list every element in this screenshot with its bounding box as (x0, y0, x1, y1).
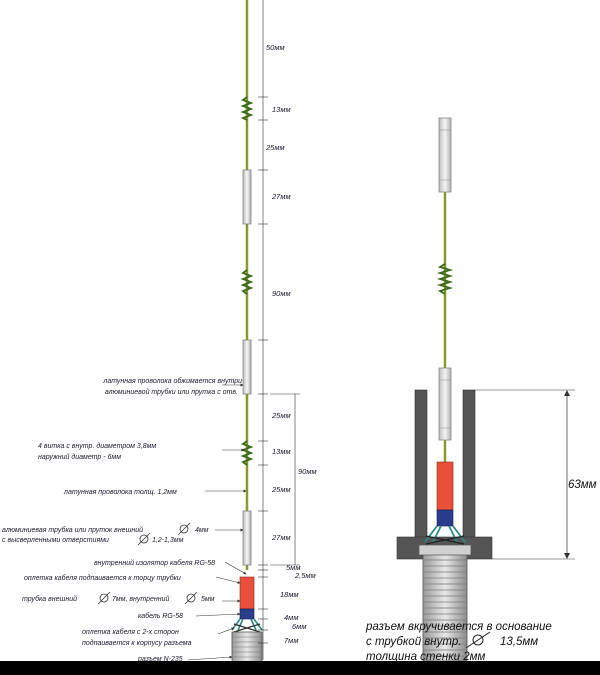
right-coil (436, 263, 454, 295)
dim-7mm: 7мм (284, 636, 298, 645)
note-brass-crimp-2: алюминиевой трубки или прутка с отв. (105, 388, 238, 396)
note-brass-thick: латунная проволока толщ. 1,2мм (63, 489, 177, 496)
left-antenna: 50мм 13мм 25мм 27мм 90мм 25мм 13мм 25мм … (2, 0, 317, 663)
note-tube-outer: трубка внешний (22, 595, 77, 603)
dim-5mm: 5мм (286, 563, 300, 572)
cable-red-sleeve (239, 576, 255, 610)
note-braid-2sides-2: подпаивается к корпусу разъема (82, 639, 192, 647)
note-coil-2: наружний диаметр - 6мм (38, 453, 121, 461)
aluminium-tube-middle (242, 339, 252, 395)
dim-6mm: 6мм (292, 622, 306, 631)
base-tube-right-wall (462, 389, 476, 541)
bottom-black-bar (0, 661, 600, 675)
caption-line-3: толщина стенки 2мм (366, 651, 486, 663)
right-cable-red (436, 461, 454, 511)
coil-upper (240, 96, 254, 121)
right-cable-blue (436, 509, 454, 527)
aluminium-tube-lower (242, 510, 252, 566)
dim-4mm: 4мм (284, 613, 298, 622)
note-alu-tube-2: с высверленными отверстиями (2, 537, 109, 544)
note-alu-tube-1: алюминиевая трубка или пруток внешний (2, 526, 143, 534)
note-braid-fit: оплетка кабеля подпаивается к торцу труб… (24, 574, 181, 582)
base-tube-left-wall (414, 389, 428, 541)
right-tube-top (438, 117, 452, 193)
dim-18mm: 18мм (280, 590, 299, 599)
dim-13mm-upper: 13мм (272, 105, 291, 114)
dimension-ticks (258, 96, 268, 644)
coil-lower (240, 440, 254, 466)
dim-25mm-2: 25мм (271, 411, 291, 420)
note-alu-tube-2b: 1,2-1,3мм (152, 537, 184, 544)
right-braid (424, 525, 466, 543)
note-connector: разъем N-235 (137, 656, 183, 663)
dim-2-5mm: 2,5мм (294, 571, 316, 580)
dim-25mm-1: 25мм (265, 143, 285, 152)
dim-90mm-2: 90мм (298, 467, 317, 476)
aluminium-tube-upper (242, 169, 252, 225)
caption-line-1: разъем вкручивается в основание (365, 621, 552, 633)
note-coil-1: 4 витка с внутр. диаметром 3,8мм (38, 442, 156, 450)
diameter-icon (465, 631, 491, 649)
dim-13mm-lower: 13мм (272, 447, 291, 456)
caption-line-2b: 13,5мм (500, 636, 538, 648)
note-tube-outer-c: 5мм (201, 596, 215, 603)
cable-blue-sleeve (239, 608, 255, 620)
caption-line-2a: с трубкой внутр. (366, 636, 461, 648)
dim-27mm-2: 27мм (271, 533, 291, 542)
dim-90mm-1: 90мм (272, 289, 291, 298)
note-braid-2sides-1: оплетка кабеля с 2-х сторон (82, 628, 179, 636)
connector-right (422, 544, 468, 662)
note-inner-insulator: внутренний изолятор кабеля RG-58 (94, 559, 215, 567)
note-brass-crimp-1: латунная проволока обжимается внутри (102, 377, 242, 385)
note-cable: кабель RG-58 (138, 612, 183, 620)
dim-25mm-3: 25мм (271, 485, 291, 494)
note-alu-tube-1b: 4мм (195, 527, 209, 534)
dim-27mm-1: 27мм (271, 192, 291, 201)
dim-50mm: 50мм (266, 43, 285, 52)
coil-middle (240, 269, 254, 295)
note-tube-outer-b: 7мм, внутренний (112, 595, 170, 603)
right-assembly: 63мм разъем вкручивается в основание с т… (365, 117, 597, 663)
right-tube-mid (438, 367, 452, 441)
height-dimension: 63мм (568, 479, 597, 491)
